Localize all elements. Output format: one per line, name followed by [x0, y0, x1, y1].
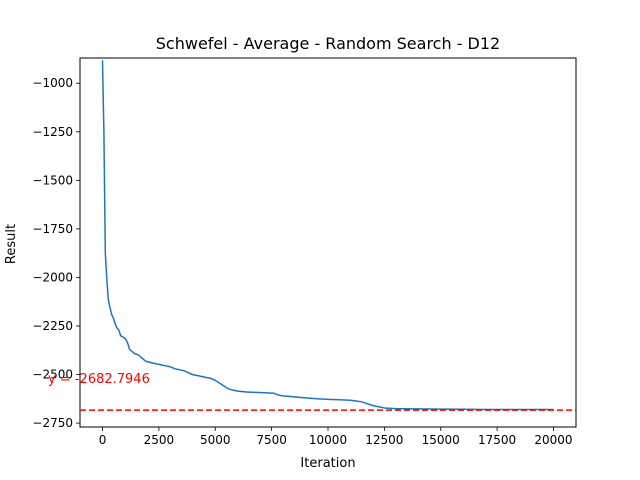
y-tick-label: −2250: [32, 319, 73, 333]
plot-area: 0 2500 5000 7500 10000 12500 15000 17500 20000 −…: [32, 57, 577, 447]
y-tick-label: −2500: [32, 368, 73, 382]
x-axis-label: Iteration: [300, 456, 355, 471]
x-tick-label: 17500: [478, 433, 516, 447]
y-tick-label: −1250: [32, 125, 73, 139]
x-tick-label: 20000: [534, 433, 572, 447]
y-tick-label: −1500: [32, 173, 73, 187]
x-tick-label: 2500: [144, 433, 175, 447]
y-tick-label: −2000: [32, 270, 73, 284]
x-tick-label: 0: [99, 433, 107, 447]
x-tick-label: 5000: [200, 433, 231, 447]
y-axis-ticks: −1000 −1250 −1500 −1750 −2000 −2250 −2500 −2750: [32, 76, 80, 430]
x-tick-label: 12500: [365, 433, 403, 447]
chart-title: Schwefel - Average - Random Search - D12: [156, 34, 500, 53]
x-tick-label: 7500: [256, 433, 287, 447]
y-tick-label: −1750: [32, 222, 73, 236]
y-tick-label: −1000: [32, 76, 73, 90]
reference-line-label: y = -2682.7946: [48, 372, 150, 387]
x-tick-label: 15000: [422, 433, 460, 447]
series-line: [101, 60, 554, 411]
y-tick-label: −2750: [32, 416, 73, 430]
x-axis-ticks: 0 2500 5000 7500 10000 12500 15000 17500 20000: [99, 427, 573, 447]
y-axis-label: Result: [4, 224, 19, 264]
x-tick-label: 10000: [309, 433, 347, 447]
